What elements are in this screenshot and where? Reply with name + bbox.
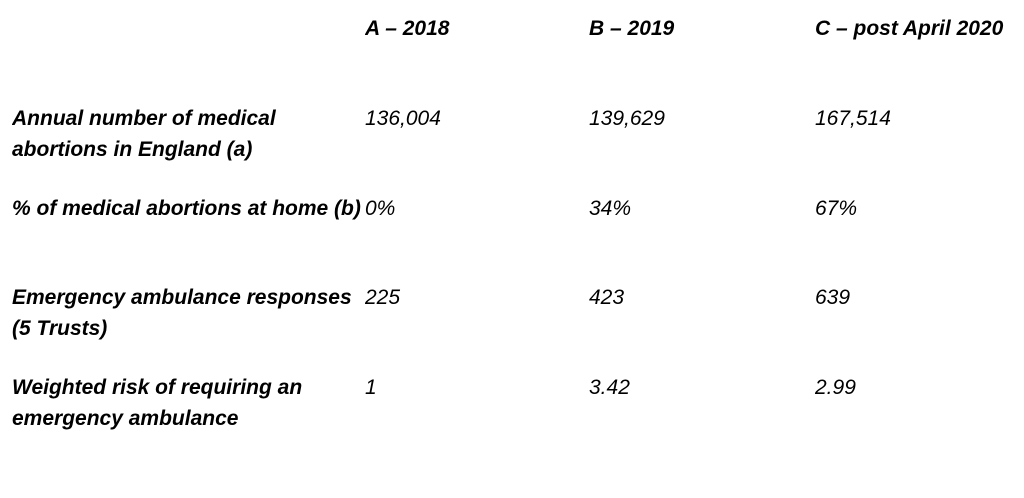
cell-value: 3.42: [589, 376, 630, 399]
statistics-table: A – 2018 B – 2019 C – post April 2020 An…: [12, 13, 1012, 447]
row-label: Weighted risk of requiring an emergency …: [12, 376, 303, 430]
row-label: Annual number of medical abortions in En…: [12, 107, 276, 161]
row-label: % of medical abortions at home (b): [12, 197, 361, 220]
column-header-b: B – 2019: [589, 17, 675, 40]
cell-value: 225: [365, 286, 401, 309]
cell-value: 136,004: [365, 107, 441, 130]
table-row-weighted-risk: Weighted risk of requiring an emergency …: [12, 372, 1012, 447]
cell-value: 167,514: [815, 107, 891, 130]
cell-value: 2.99: [815, 376, 856, 399]
table-row-annual-medical-abortions: Annual number of medical abortions in En…: [12, 103, 1012, 193]
row-label: Emergency ambulance responses (5 Trusts): [12, 286, 352, 340]
document-page: A – 2018 B – 2019 C – post April 2020 An…: [0, 13, 1024, 498]
cell-value: 0%: [365, 197, 396, 220]
table-header-row: A – 2018 B – 2019 C – post April 2020: [12, 13, 1012, 103]
cell-value: 1: [365, 376, 377, 399]
table-row-percent-at-home: % of medical abortions at home (b) 0% 34…: [12, 193, 1012, 282]
cell-value: 423: [589, 286, 625, 309]
column-header-a: A – 2018: [365, 17, 450, 40]
cell-value: 139,629: [589, 107, 665, 130]
cell-value: 639: [815, 286, 851, 309]
corner-cell: [12, 13, 365, 103]
table-row-ambulance-responses: Emergency ambulance responses (5 Trusts)…: [12, 282, 1012, 372]
cell-value: 34%: [589, 197, 632, 220]
cell-value: 67%: [815, 197, 858, 220]
column-header-c: C – post April 2020: [815, 17, 1004, 40]
